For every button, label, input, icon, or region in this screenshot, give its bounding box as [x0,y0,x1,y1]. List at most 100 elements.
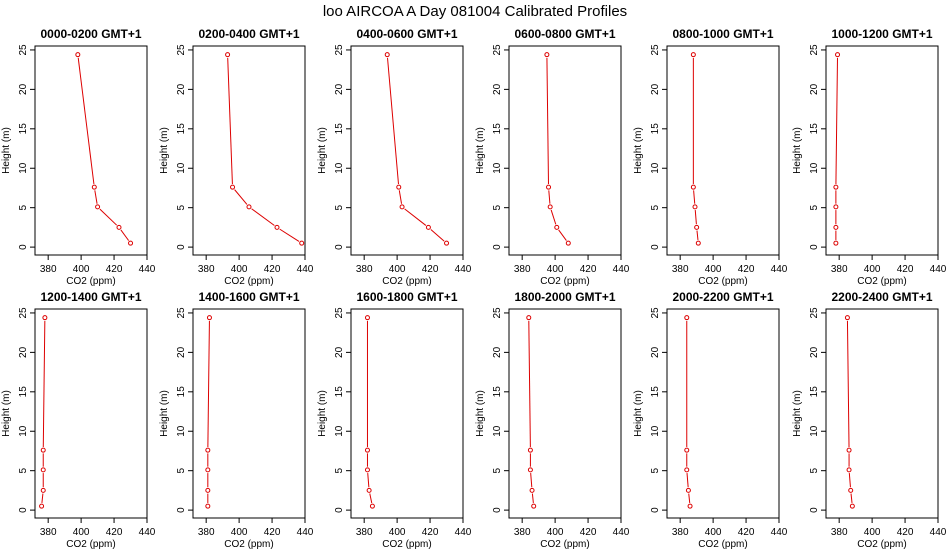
x-tick-label: 380 [356,264,373,275]
data-point [527,447,533,453]
data-point [366,487,372,493]
data-point [364,467,370,473]
data-point [40,487,46,493]
data-point [687,503,693,509]
data-point [531,503,537,509]
y-axis-label: Height (m) [317,390,328,437]
y-tick-label: 20 [650,346,661,358]
y-axis-label: Height (m) [475,390,486,437]
panel-title: 0200-0400 GMT+1 [198,27,299,41]
data-point [684,447,690,453]
series-segment [694,210,697,225]
data-point [849,503,855,509]
y-tick-label: 10 [492,425,503,437]
y-tick-label: 5 [18,467,29,473]
y-tick-label: 15 [176,386,187,398]
panel-title: 2000-2200 GMT+1 [672,290,773,304]
series-segment [77,57,95,185]
y-tick-label: 25 [334,44,345,56]
panels-group: 0000-0200 GMT+1 380 400 420 440 0 5 10 15 20 25 CO2… [1,27,947,550]
data-point [565,240,571,246]
data-point [128,240,134,246]
data-point [444,240,450,246]
x-tick-label: 420 [897,527,914,538]
y-tick-label: 0 [176,507,187,513]
x-tick-label: 400 [864,527,881,538]
series-segment [548,190,551,204]
y-tick-label: 20 [18,83,29,95]
data-point [833,184,839,190]
y-tick-label: 0 [176,244,187,250]
y-tick-label: 15 [650,386,661,398]
series-segment [693,190,696,204]
series-segment [207,320,210,447]
y-tick-label: 25 [176,307,187,319]
x-axis-label: CO2 (ppm) [224,539,273,550]
x-tick-label: 380 [514,527,531,538]
y-axis-label: Height (m) [633,390,644,437]
x-tick-label: 420 [422,527,439,538]
data-point [205,447,211,453]
data-point [40,467,46,473]
data-point [695,240,701,246]
x-tick-label: 440 [455,527,472,538]
x-axis-label: CO2 (ppm) [224,276,273,287]
y-axis-label: Height (m) [159,127,170,174]
y-tick-label: 20 [492,346,503,358]
y-tick-label: 0 [492,244,503,250]
x-tick-label: 420 [580,264,597,275]
plot-frame [192,45,306,256]
series-segment [558,229,567,241]
y-tick-label: 5 [650,467,661,473]
x-axis-label: CO2 (ppm) [540,276,589,287]
y-tick-label: 5 [492,467,503,473]
y-axis-label: Height (m) [1,127,12,174]
data-point [40,447,46,453]
series-segment [531,493,534,504]
panel-6: 1000-1200 GMT+1 380 400 420 440 0 5 10 15 20 25 CO2… [792,27,947,287]
series-segment [367,473,370,488]
y-tick-label: 5 [176,467,187,473]
x-tick-label: 400 [547,527,564,538]
plot-frame [192,308,306,519]
panel-title: 0600-0800 GMT+1 [514,27,615,41]
y-tick-label: 5 [176,204,187,210]
y-tick-label: 0 [334,507,345,513]
data-point [547,204,553,210]
plot-frame [666,308,780,519]
data-point [684,315,690,321]
data-point [91,184,97,190]
y-axis-label: Height (m) [633,127,644,174]
series-segment [850,493,853,504]
panel-title: 1600-1800 GMT+1 [356,290,457,304]
data-point [384,52,390,58]
y-tick-label: 25 [809,44,820,56]
y-tick-label: 15 [334,386,345,398]
data-point [274,224,280,230]
data-point [364,447,370,453]
x-tick-label: 420 [580,527,597,538]
y-axis-label: Height (m) [792,127,803,174]
x-tick-label: 400 [705,527,722,538]
data-point [690,52,696,58]
data-point [848,487,854,493]
series-segment [120,229,130,241]
y-tick-label: 25 [334,307,345,319]
series-segment [688,493,691,504]
panel-title: 1800-2000 GMT+1 [514,290,615,304]
x-tick-label: 420 [738,527,755,538]
panel-title: 0400-0600 GMT+1 [356,27,457,41]
data-point [684,467,690,473]
x-tick-label: 380 [514,264,531,275]
panel-title: 1200-1400 GMT+1 [40,290,141,304]
panel-11: 2000-2200 GMT+1 380 400 420 440 0 5 10 15 20 25 CO2… [633,290,788,550]
data-point [835,52,841,58]
data-point [246,204,252,210]
series-segment [234,189,248,205]
series-segment [251,208,275,226]
panel-title: 1400-1600 GMT+1 [198,290,299,304]
y-tick-label: 25 [176,44,187,56]
data-point [116,224,122,230]
x-tick-label: 440 [930,264,947,275]
x-tick-label: 420 [106,527,123,538]
